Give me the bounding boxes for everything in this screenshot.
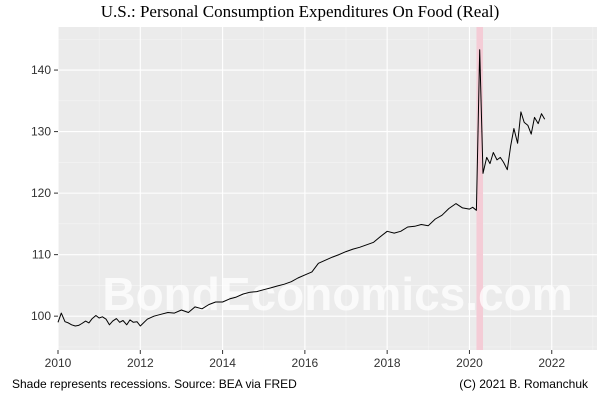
copyright-caption: (C) 2021 B. Romanchuk xyxy=(459,377,588,391)
y-tick-label: 130 xyxy=(31,125,51,139)
chart-title: U.S.: Personal Consumption Expenditures … xyxy=(100,2,500,21)
x-tick-label: 2022 xyxy=(538,356,565,370)
x-tick-label: 2012 xyxy=(127,356,154,370)
x-tick-label: 2016 xyxy=(292,356,319,370)
plot-background xyxy=(58,27,597,350)
x-tick-label: 2014 xyxy=(209,356,236,370)
watermark: BondEconomics.com xyxy=(102,268,572,320)
recession-shade xyxy=(476,27,484,350)
series-line xyxy=(57,49,546,327)
y-tick-label: 120 xyxy=(31,186,51,200)
y-tick-label: 140 xyxy=(31,63,51,77)
y-tick-label: 100 xyxy=(31,309,51,323)
y-tick-label: 110 xyxy=(32,248,51,262)
source-caption: Shade represents recessions. Source: BEA… xyxy=(12,377,297,391)
x-tick-label: 2010 xyxy=(45,356,72,370)
x-tick-label: 2020 xyxy=(456,356,483,370)
x-tick-label: 2018 xyxy=(374,356,401,370)
